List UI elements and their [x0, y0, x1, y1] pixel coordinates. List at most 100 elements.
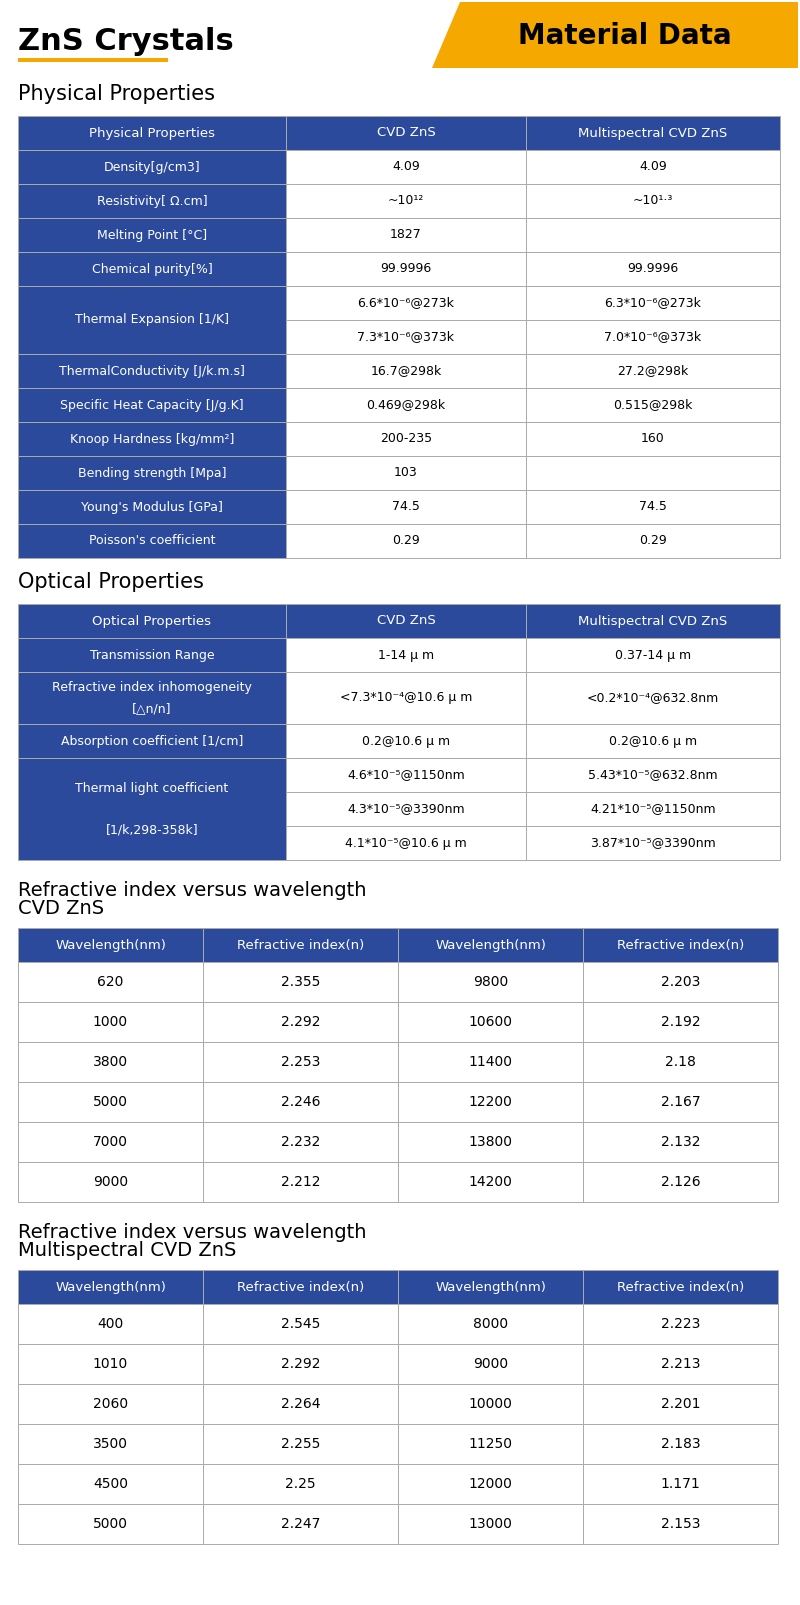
Bar	[18, 149, 286, 185]
Text: Refractive index(n): Refractive index(n)	[237, 1281, 364, 1294]
Text: 6.6*10⁻⁶@273k: 6.6*10⁻⁶@273k	[358, 297, 454, 310]
Bar	[583, 1343, 778, 1384]
Bar	[583, 1002, 778, 1042]
Text: 12000: 12000	[469, 1477, 513, 1491]
Bar	[286, 116, 526, 149]
Bar	[286, 827, 526, 860]
Text: 0.37-14 μ m: 0.37-14 μ m	[615, 648, 691, 661]
Bar	[203, 1122, 398, 1162]
Bar	[18, 928, 203, 961]
Text: 2.126: 2.126	[661, 1175, 700, 1189]
Bar	[583, 1464, 778, 1504]
Bar	[398, 1384, 583, 1424]
Bar	[526, 149, 780, 185]
Text: 14200: 14200	[469, 1175, 513, 1189]
Text: 2.167: 2.167	[661, 1095, 700, 1109]
Text: 10600: 10600	[469, 1014, 513, 1029]
Bar	[398, 1122, 583, 1162]
Bar	[398, 1162, 583, 1202]
Text: Thermal light coefficient: Thermal light coefficient	[75, 782, 229, 794]
Bar	[526, 185, 780, 218]
Bar	[286, 523, 526, 559]
Text: 2.246: 2.246	[281, 1095, 320, 1109]
Bar	[583, 1303, 778, 1343]
Text: 2.253: 2.253	[281, 1054, 320, 1069]
Bar	[398, 1464, 583, 1504]
Bar	[18, 523, 286, 559]
Text: ~10¹·³: ~10¹·³	[633, 194, 673, 207]
Text: 9000: 9000	[473, 1356, 508, 1371]
Bar	[526, 286, 780, 319]
Text: CVD ZnS: CVD ZnS	[377, 127, 435, 140]
Bar	[18, 1303, 203, 1343]
Text: 620: 620	[98, 974, 124, 989]
Text: ThermalConductivity [J/k.m.s]: ThermalConductivity [J/k.m.s]	[59, 364, 245, 377]
Text: 0.29: 0.29	[639, 534, 667, 547]
Text: 3.87*10⁻⁵@3390nm: 3.87*10⁻⁵@3390nm	[590, 836, 716, 849]
Text: 13000: 13000	[469, 1517, 513, 1531]
Bar	[203, 1082, 398, 1122]
Bar	[526, 422, 780, 456]
Bar	[583, 928, 778, 961]
Bar	[18, 1504, 203, 1544]
Bar	[583, 1384, 778, 1424]
Text: Physical Properties: Physical Properties	[89, 127, 215, 140]
Bar	[583, 1270, 778, 1303]
Text: 0.515@298k: 0.515@298k	[614, 398, 693, 411]
Bar	[18, 116, 286, 149]
Text: [△n/n]: [△n/n]	[132, 701, 172, 716]
Text: 2.153: 2.153	[661, 1517, 700, 1531]
Text: 2.232: 2.232	[281, 1135, 320, 1149]
Bar	[18, 603, 286, 639]
Text: 10000: 10000	[469, 1396, 513, 1411]
Text: 2.255: 2.255	[281, 1436, 320, 1451]
Text: 99.9996: 99.9996	[627, 263, 678, 276]
Bar	[18, 252, 286, 286]
Bar	[286, 252, 526, 286]
Bar	[18, 1384, 203, 1424]
Text: 2.192: 2.192	[661, 1014, 700, 1029]
Bar	[286, 758, 526, 791]
Bar	[286, 149, 526, 185]
Text: 4.1*10⁻⁵@10.6 μ m: 4.1*10⁻⁵@10.6 μ m	[345, 836, 467, 849]
Text: Transmission Range: Transmission Range	[90, 648, 214, 661]
Text: 2.292: 2.292	[281, 1014, 320, 1029]
Bar	[203, 961, 398, 1002]
Bar	[18, 286, 286, 355]
Text: 7000: 7000	[93, 1135, 128, 1149]
Text: 2.213: 2.213	[661, 1356, 700, 1371]
Bar	[286, 422, 526, 456]
Bar	[18, 58, 168, 63]
Text: ZnS Crystals: ZnS Crystals	[18, 27, 234, 56]
Bar	[203, 1384, 398, 1424]
Text: Multispectral CVD ZnS: Multispectral CVD ZnS	[578, 127, 728, 140]
Bar	[526, 758, 780, 791]
Text: Melting Point [°C]: Melting Point [°C]	[97, 228, 207, 241]
Bar	[18, 758, 286, 860]
Text: Optical Properties: Optical Properties	[18, 571, 204, 592]
Text: 12200: 12200	[469, 1095, 513, 1109]
Bar	[203, 928, 398, 961]
Bar	[583, 1122, 778, 1162]
Text: 5000: 5000	[93, 1095, 128, 1109]
Bar	[286, 639, 526, 672]
Text: 5.43*10⁻⁵@632.8nm: 5.43*10⁻⁵@632.8nm	[588, 769, 718, 782]
Bar	[18, 1464, 203, 1504]
Text: <7.3*10⁻⁴@10.6 μ m: <7.3*10⁻⁴@10.6 μ m	[340, 692, 472, 705]
Bar	[203, 1002, 398, 1042]
Text: 9000: 9000	[93, 1175, 128, 1189]
Text: Wavelength(nm): Wavelength(nm)	[55, 1281, 166, 1294]
Text: Refractive index(n): Refractive index(n)	[617, 939, 744, 952]
Bar	[203, 1042, 398, 1082]
Text: 3800: 3800	[93, 1054, 128, 1069]
Text: 2060: 2060	[93, 1396, 128, 1411]
Bar	[398, 1424, 583, 1464]
Bar	[583, 1042, 778, 1082]
Bar	[526, 672, 780, 724]
Text: Specific Heat Capacity [J/g.K]: Specific Heat Capacity [J/g.K]	[60, 398, 244, 411]
Text: 6.3*10⁻⁶@273k: 6.3*10⁻⁶@273k	[605, 297, 702, 310]
Text: 0.469@298k: 0.469@298k	[366, 398, 446, 411]
Text: CVD ZnS: CVD ZnS	[377, 615, 435, 628]
Bar	[286, 286, 526, 319]
Text: 400: 400	[98, 1318, 124, 1331]
